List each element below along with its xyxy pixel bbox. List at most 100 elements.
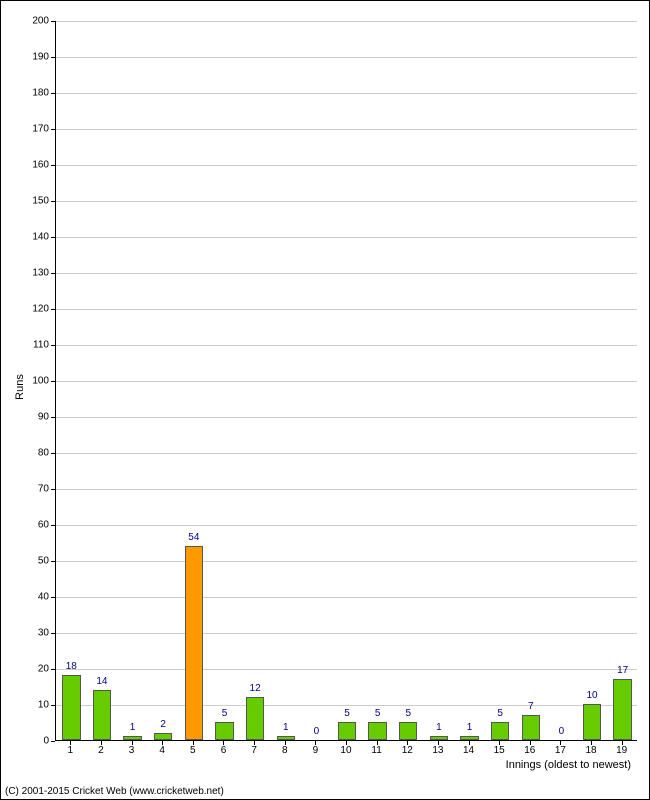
bar-value-label: 1 <box>436 722 442 733</box>
y-tick-label: 180 <box>1 88 49 99</box>
bar <box>246 697 264 740</box>
bar <box>399 722 417 740</box>
bar <box>154 733 172 740</box>
y-tick-label: 130 <box>1 268 49 279</box>
bar-value-label: 0 <box>559 726 565 737</box>
grid-line <box>56 237 637 238</box>
x-tick-label: 13 <box>423 745 454 756</box>
bar <box>215 722 233 740</box>
y-tick-mark <box>51 129 55 130</box>
bar-value-label: 1 <box>130 722 136 733</box>
y-tick-mark <box>51 237 55 238</box>
grid-line <box>56 21 637 22</box>
x-tick-label: 16 <box>514 745 545 756</box>
x-tick-label: 6 <box>208 745 239 756</box>
bar <box>583 704 601 740</box>
y-tick-label: 170 <box>1 124 49 135</box>
x-tick-label: 3 <box>116 745 147 756</box>
y-tick-label: 40 <box>1 592 49 603</box>
y-tick-mark <box>51 273 55 274</box>
x-tick-label: 18 <box>576 745 607 756</box>
y-tick-mark <box>51 201 55 202</box>
y-tick-label: 80 <box>1 448 49 459</box>
grid-line <box>56 201 637 202</box>
y-tick-mark <box>51 345 55 346</box>
grid-line <box>56 489 637 490</box>
x-tick-label: 4 <box>147 745 178 756</box>
bar <box>491 722 509 740</box>
bar <box>613 679 631 740</box>
bar <box>62 675 80 740</box>
x-tick-label: 2 <box>86 745 117 756</box>
y-tick-label: 160 <box>1 160 49 171</box>
y-tick-mark <box>51 453 55 454</box>
bar-value-label: 17 <box>617 665 628 676</box>
plot-area: 1814125451210555115701017 <box>55 21 637 741</box>
bar <box>277 736 295 740</box>
x-tick-label: 10 <box>331 745 362 756</box>
grid-line <box>56 273 637 274</box>
y-tick-label: 20 <box>1 664 49 675</box>
bar-value-label: 5 <box>344 708 350 719</box>
y-tick-label: 200 <box>1 16 49 27</box>
grid-line <box>56 381 637 382</box>
bar-value-label: 0 <box>314 726 320 737</box>
x-tick-label: 15 <box>484 745 515 756</box>
x-axis-label: Innings (oldest to newest) <box>506 759 631 771</box>
bar <box>338 722 356 740</box>
bar-chart: 1814125451210555115701017 01020304050607… <box>0 0 650 800</box>
bar-value-label: 5 <box>405 708 411 719</box>
grid-line <box>56 129 637 130</box>
y-tick-label: 50 <box>1 556 49 567</box>
bar-value-label: 2 <box>160 719 166 730</box>
y-tick-mark <box>51 489 55 490</box>
y-tick-label: 90 <box>1 412 49 423</box>
grid-line <box>56 633 637 634</box>
y-tick-mark <box>51 633 55 634</box>
y-tick-label: 120 <box>1 304 49 315</box>
y-tick-mark <box>51 309 55 310</box>
x-tick-label: 12 <box>392 745 423 756</box>
bar-value-label: 14 <box>96 676 107 687</box>
bar-value-label: 1 <box>467 722 473 733</box>
x-tick-label: 5 <box>178 745 209 756</box>
bar <box>368 722 386 740</box>
y-tick-label: 60 <box>1 520 49 531</box>
y-tick-mark <box>51 597 55 598</box>
bar-value-label: 12 <box>250 683 261 694</box>
bar-value-label: 10 <box>586 690 597 701</box>
bar-value-label: 5 <box>375 708 381 719</box>
bar <box>430 736 448 740</box>
bar-value-label: 54 <box>188 532 199 543</box>
x-tick-label: 14 <box>453 745 484 756</box>
grid-line <box>56 345 637 346</box>
copyright-text: (C) 2001-2015 Cricket Web (www.cricketwe… <box>5 786 224 797</box>
bar-value-label: 5 <box>497 708 503 719</box>
bar-value-label: 7 <box>528 701 534 712</box>
grid-line <box>56 561 637 562</box>
x-tick-label: 9 <box>300 745 331 756</box>
x-tick-label: 17 <box>545 745 576 756</box>
bar-value-label: 5 <box>222 708 228 719</box>
grid-line <box>56 165 637 166</box>
y-tick-label: 110 <box>1 340 49 351</box>
y-tick-mark <box>51 561 55 562</box>
y-tick-mark <box>51 93 55 94</box>
x-tick-label: 19 <box>606 745 637 756</box>
y-tick-mark <box>51 417 55 418</box>
y-tick-mark <box>51 381 55 382</box>
bar-value-label: 18 <box>66 661 77 672</box>
y-tick-label: 0 <box>1 736 49 747</box>
x-tick-label: 1 <box>55 745 86 756</box>
y-tick-mark <box>51 705 55 706</box>
grid-line <box>56 453 637 454</box>
y-axis-label: Runs <box>14 374 26 400</box>
y-tick-mark <box>51 21 55 22</box>
y-tick-mark <box>51 669 55 670</box>
grid-line <box>56 597 637 598</box>
x-tick-label: 11 <box>361 745 392 756</box>
bar <box>460 736 478 740</box>
y-tick-mark <box>51 165 55 166</box>
y-tick-label: 140 <box>1 232 49 243</box>
bar <box>522 715 540 740</box>
